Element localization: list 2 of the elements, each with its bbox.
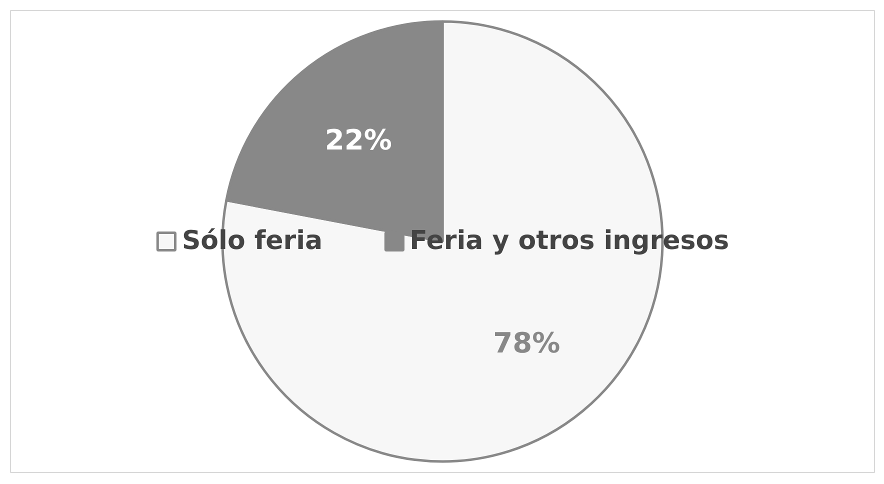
data-label: 22% — [324, 123, 392, 156]
data-label: 78% — [493, 326, 560, 360]
